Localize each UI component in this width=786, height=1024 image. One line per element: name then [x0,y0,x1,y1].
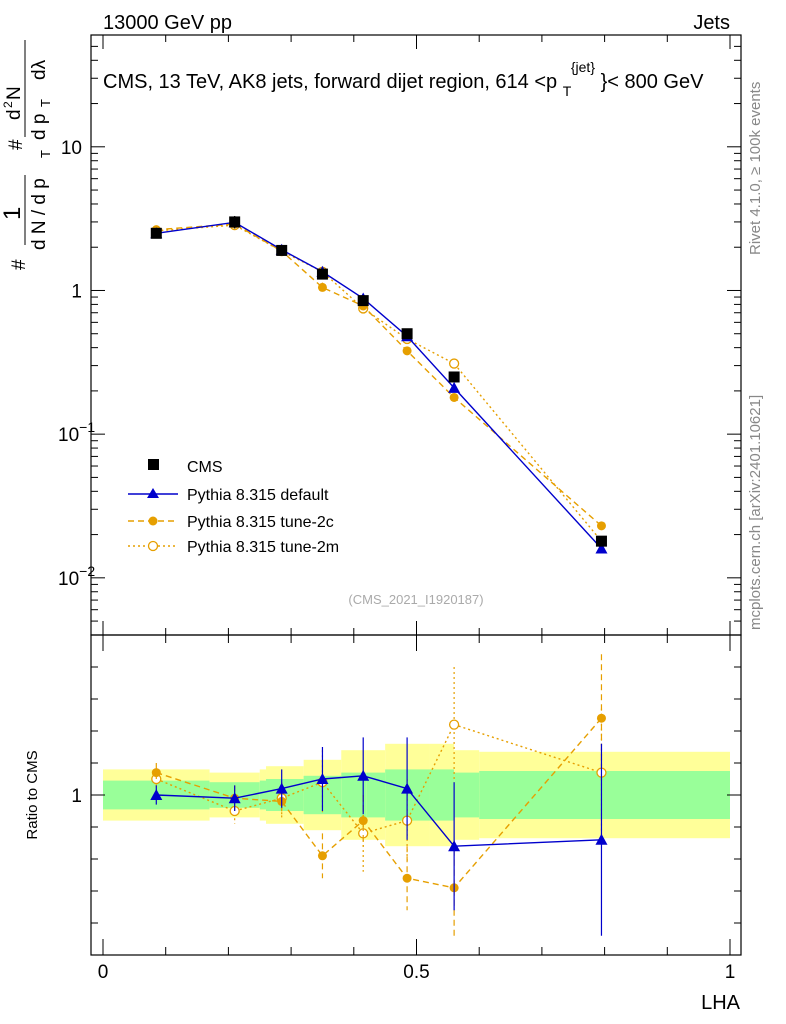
lower-axes: 0 0.5 1 1 [71,635,741,983]
data-point-default [275,782,288,794]
x-axis-label: LHA [701,992,741,1014]
data-point-cms [276,244,288,256]
svg-text:d: d [4,109,25,120]
data-point-default [150,789,163,800]
data-point-tune2c [317,851,327,861]
series-line-tune2m [156,224,603,542]
data-point-cms [229,216,241,228]
data-point-tune2m [448,358,460,369]
data-point-tune2c [358,816,368,826]
y-tick-label: 10−1 [58,419,95,446]
svg-text:#: # [9,259,30,270]
data-point-tune2c [596,713,606,723]
y-tick-label: 10 [61,138,82,159]
svg-text:T: T [38,99,53,107]
data-point-default [316,773,329,784]
y-tick-label-exponent: −1 [79,419,95,435]
legend-label-cms: CMS [187,459,223,476]
y-tick-label: 1 [71,281,82,302]
series-line-tune2c [156,717,602,889]
band-inner-segment [429,769,455,821]
series-line-tune2c [156,223,602,527]
legend-marker-cms [148,459,159,470]
data-point-default [228,792,241,804]
x-tick-label: 1 [725,962,736,983]
title-superscript: {jet} [571,59,595,75]
y-tick-label-base: 10 [58,425,79,446]
side-label-bottom: mcplots.cern.ch [arXiv:2401.10621] [747,395,764,630]
band-inner-segment [454,772,480,818]
data-point-cms [595,535,607,547]
header-left: 13000 GeV pp [103,12,232,34]
data-point-default [357,769,370,781]
legend: CMS Pythia 8.315 default Pythia 8.315 tu… [128,459,339,556]
data-point-tune2c [449,392,459,402]
data-point-cms [316,268,328,280]
y-tick-label-base: 10 [61,138,82,159]
analysis-watermark: (CMS_2021_I1920187) [348,592,483,607]
data-point-cms [357,295,369,307]
ratio-bands [103,743,730,847]
band-inner-segment [259,780,267,810]
data-point-cms [150,227,162,239]
title-main: CMS, 13 TeV, AK8 jets, forward dijet reg… [103,71,557,93]
legend-marker-tune2c [148,516,158,526]
legend-label-tune2c: Pythia 8.315 tune-2c [187,514,334,531]
data-point-tune2c [402,873,412,883]
series-line-default [156,775,602,847]
svg-text:1: 1 [0,207,26,220]
svg-text:T: T [38,150,53,158]
y-tick-label: 10−2 [58,563,95,590]
x-tick-label: 0.5 [403,962,429,983]
svg-text:#: # [6,139,27,150]
svg-text:N: N [4,86,25,100]
data-point-tune2c [317,282,327,292]
legend-marker-default [147,488,159,498]
header-right: Jets [693,12,730,34]
ratio-y-label: Ratio to CMS [24,750,41,839]
y-tick-label-exponent: −2 [79,563,95,579]
data-point-default [595,542,608,554]
ratio-y-tick-label: 1 [71,786,82,807]
data-point-tune2c [596,521,606,531]
side-label-top: Rivet 4.1.0, ≥ 100k events [747,82,764,255]
x-tick-label: 0 [98,962,109,983]
ratio-series [150,654,608,936]
y-tick-label-base: 10 [58,569,79,590]
data-point-tune2c [151,768,161,778]
plot-title: CMS, 13 TeV, AK8 jets, forward dijet reg… [103,55,704,101]
data-point-tune2m [448,719,460,730]
svg-text:2: 2 [1,101,15,108]
data-point-default [401,782,414,794]
data-point-tune2c [402,346,412,356]
title-subscript: T [563,83,572,99]
upper-series [150,215,608,554]
data-point-default [595,833,608,845]
svg-text:dλ: dλ [29,59,50,80]
y-axis-label: # 1 d N / d p T # d 2 N d p T dλ [0,40,53,270]
legend-label-default: Pythia 8.315 default [187,487,329,504]
y-tick-label-base: 1 [71,281,82,302]
legend-marker-tune2m [147,540,159,552]
data-point-cms [401,328,413,340]
band-inner-segment [479,771,730,819]
data-point-default [448,381,461,393]
data-point-cms [448,371,460,383]
band-inner-segment [366,772,386,818]
series-line-default [156,221,602,549]
svg-text:d p: d p [29,114,50,140]
svg-text:d N / d p: d N / d p [29,178,50,250]
data-point-default [448,840,461,852]
legend-label-tune2m: Pythia 8.315 tune-2m [187,539,339,556]
title-end: }< 800 GeV [601,71,705,93]
